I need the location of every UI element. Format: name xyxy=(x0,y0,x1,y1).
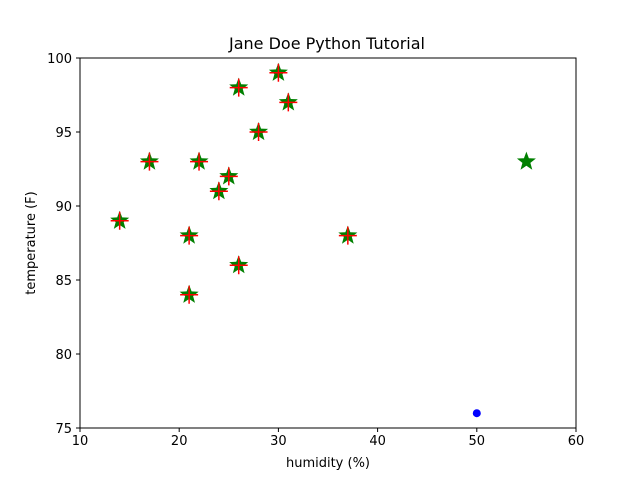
data-point xyxy=(338,225,358,245)
y-axis: 75 80 85 90 95 100 xyxy=(47,52,80,437)
data-point xyxy=(139,151,159,171)
data-point xyxy=(249,122,269,141)
y-tick-label: 75 xyxy=(55,422,72,437)
plus-marker xyxy=(219,167,238,186)
data-point xyxy=(278,92,298,112)
plus-marker xyxy=(249,123,268,141)
y-tick-label: 100 xyxy=(47,52,72,67)
x-tick-label: 20 xyxy=(171,434,188,449)
plus-marker xyxy=(229,78,248,97)
plus-marker xyxy=(180,285,199,304)
x-tick-label: 10 xyxy=(72,434,89,449)
x-tick-label: 50 xyxy=(469,434,486,449)
x-tick-label: 30 xyxy=(270,434,287,449)
x-tick-label: 40 xyxy=(369,434,386,449)
data-point xyxy=(110,210,130,230)
plot-frame xyxy=(79,57,577,429)
plus-marker xyxy=(110,211,129,230)
plus-marker xyxy=(269,63,288,82)
y-tick-label: 95 xyxy=(55,126,72,141)
plus-marker xyxy=(180,226,199,245)
data-point xyxy=(472,409,481,418)
y-axis-label: temperature (F) xyxy=(24,191,39,294)
data-point xyxy=(179,284,199,304)
data-point xyxy=(219,166,239,186)
data-point xyxy=(179,225,199,245)
plus-marker xyxy=(279,93,298,112)
plus-marker xyxy=(209,182,228,201)
plot-marks xyxy=(110,62,536,418)
y-tick-label: 90 xyxy=(55,200,72,215)
plus-marker xyxy=(190,152,209,171)
data-point xyxy=(516,151,536,170)
x-axis: 10 20 30 40 50 60 xyxy=(72,428,585,449)
plus-marker xyxy=(229,256,248,275)
chart-title: Jane Doe Python Tutorial xyxy=(228,34,425,53)
x-axis-label: humidity (%) xyxy=(286,456,370,471)
plus-marker xyxy=(140,152,159,171)
data-point xyxy=(229,77,249,97)
y-tick-label: 80 xyxy=(55,348,72,363)
data-point xyxy=(229,255,249,275)
data-point xyxy=(189,151,209,171)
x-tick-label: 60 xyxy=(568,434,585,449)
plus-marker xyxy=(338,226,357,245)
y-tick-label: 85 xyxy=(55,274,72,289)
data-point xyxy=(209,181,229,201)
data-point xyxy=(268,62,288,82)
